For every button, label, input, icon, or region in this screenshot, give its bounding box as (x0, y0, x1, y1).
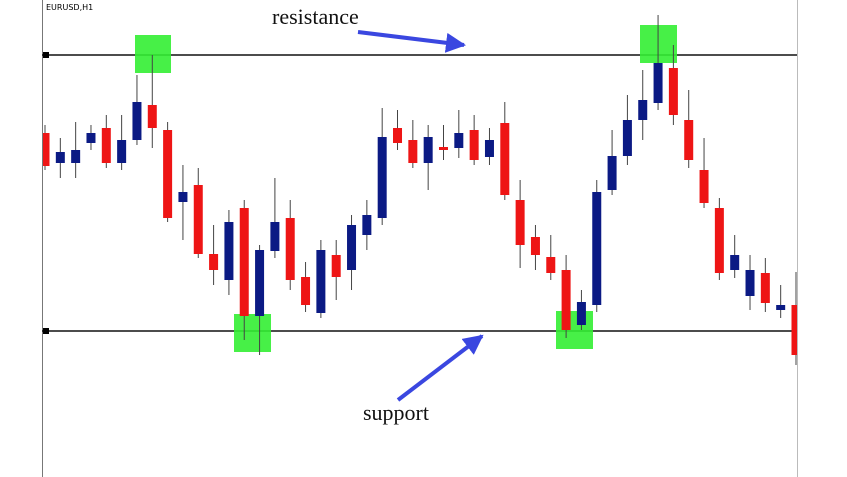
candle-body (347, 225, 357, 270)
candle-body (316, 250, 326, 313)
candle-body (515, 200, 525, 245)
candle-body (546, 257, 556, 273)
candle-body (132, 102, 142, 140)
candle-body (408, 140, 418, 163)
candle-body (668, 68, 678, 115)
candle-body (745, 270, 755, 296)
candle-body (270, 222, 280, 251)
arrow (396, 334, 484, 402)
candle-body (301, 277, 311, 305)
candle-body (423, 137, 433, 163)
candle-body (209, 254, 219, 270)
level-marker (43, 52, 49, 58)
candle-body (224, 222, 234, 280)
candle-body (117, 140, 127, 163)
candle-body (638, 100, 648, 120)
candle-body (239, 208, 249, 316)
arrow (357, 30, 466, 53)
candle-body (71, 150, 81, 163)
candle-body (684, 120, 694, 160)
candle-body (454, 133, 464, 148)
candle-body (55, 152, 65, 163)
candle-body (147, 105, 157, 128)
candle-body (331, 255, 341, 277)
candle-body (285, 218, 295, 280)
candle-body (699, 170, 709, 203)
symbol-label: EURUSD,H1 (46, 3, 93, 12)
candle-body (469, 130, 479, 160)
candle-body (101, 128, 111, 163)
candle-body (576, 302, 586, 325)
candle-body (592, 192, 602, 305)
candle-body (484, 140, 494, 157)
candle-body (607, 156, 617, 190)
candles (43, 15, 797, 365)
candle-body (362, 215, 372, 235)
highlight-box (234, 314, 271, 352)
candle-body (530, 237, 540, 255)
candle-body (714, 208, 724, 273)
candle-body (393, 128, 403, 143)
candle-body (438, 147, 448, 150)
annotation-label: resistance (272, 4, 359, 29)
candle-body (622, 120, 632, 156)
candle-body (776, 305, 786, 310)
annotation-label: support (363, 400, 429, 425)
candle-body (653, 63, 663, 103)
candle-body (86, 133, 96, 143)
level-marker (43, 328, 49, 334)
candle-body (730, 255, 740, 270)
candle-body (561, 270, 571, 330)
candle-body (377, 137, 387, 218)
candle-body (193, 185, 203, 254)
candle-body (255, 250, 265, 316)
highlight-box (135, 35, 171, 73)
candle-body (43, 133, 50, 166)
highlight-box (556, 311, 593, 349)
candle-body (760, 273, 770, 303)
candle-body (163, 130, 173, 218)
candle-body (500, 123, 510, 195)
candle-body (178, 192, 188, 202)
candle-body (791, 305, 797, 355)
